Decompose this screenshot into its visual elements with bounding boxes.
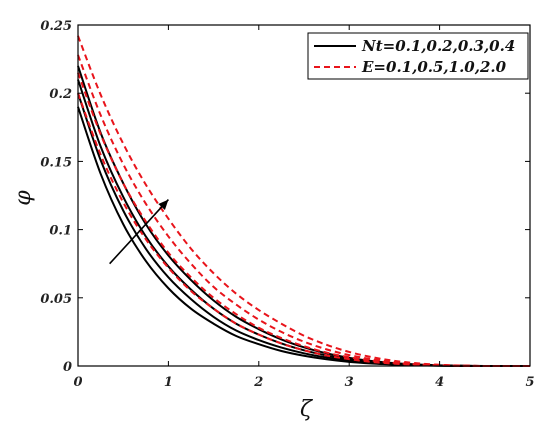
series-line-nt-4 bbox=[77, 65, 530, 368]
plot-frame bbox=[77, 24, 531, 367]
y-tick-label: 0.05 bbox=[40, 292, 72, 307]
plot-curves bbox=[77, 35, 530, 368]
series-line-e-2 bbox=[77, 72, 530, 368]
series-line-e-4 bbox=[77, 35, 530, 368]
arrow-shaft bbox=[109, 199, 169, 265]
legend: Nt=0.1,0.2,0.3,0.4 E=0.1,0.5,1.0,2.0 bbox=[307, 32, 529, 80]
legend-box bbox=[307, 32, 529, 80]
x-tick-label: 4 bbox=[435, 375, 444, 390]
y-axis-label: φ bbox=[11, 190, 36, 206]
y-tick-label: 0.2 bbox=[49, 87, 72, 102]
arrow-head-icon bbox=[158, 199, 169, 211]
x-tick-label: 2 bbox=[253, 375, 263, 390]
y-tick-label: 0.25 bbox=[40, 19, 72, 34]
x-tick-label: 1 bbox=[164, 375, 173, 390]
x-tick-label: 5 bbox=[525, 375, 534, 390]
series-line-e-3 bbox=[77, 54, 530, 368]
y-tick-label: 0.15 bbox=[40, 155, 72, 170]
series-line-nt-2 bbox=[77, 92, 530, 368]
y-tick-label: 0.1 bbox=[49, 224, 72, 239]
tick-labels: 0 1 2 3 4 5 0 0.05 0.1 0.15 0.2 0.25 bbox=[40, 19, 534, 390]
series-line-e-1 bbox=[77, 92, 530, 368]
x-tick-label: 3 bbox=[345, 375, 354, 390]
y-tick-label: 0 bbox=[63, 360, 72, 375]
tick-marks bbox=[77, 24, 531, 367]
x-tick-label: 0 bbox=[73, 375, 82, 390]
legend-label-e: E=0.1,0.5,1.0,2.0 bbox=[361, 58, 507, 76]
annotation-layer bbox=[109, 199, 169, 265]
legend-label-nt: Nt=0.1,0.2,0.3,0.4 bbox=[361, 37, 515, 55]
x-axis-label: ζ bbox=[300, 397, 314, 422]
